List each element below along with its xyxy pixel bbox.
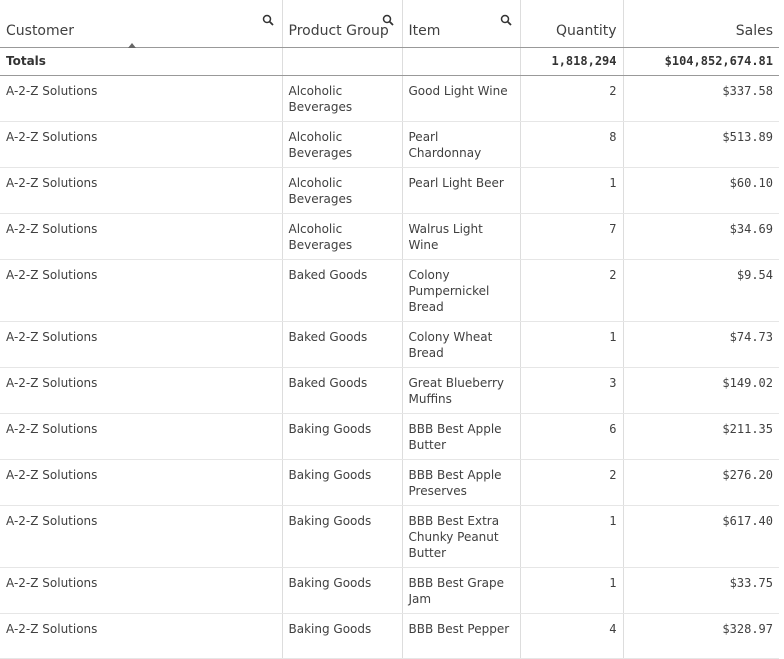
cell-item[interactable]: Pearl Light Beer <box>402 167 521 214</box>
cell-customer[interactable]: A-2-Z Solutions <box>0 213 283 260</box>
sort-ascending-icon <box>128 42 136 48</box>
cell-customer[interactable]: A-2-Z Solutions <box>0 459 283 506</box>
table-row[interactable]: A-2-Z Solutions Alcoholic Beverages Good L… <box>0 75 779 122</box>
cell-sales[interactable]: $60.10 <box>623 167 779 214</box>
table-row[interactable]: A-2-Z Solutions Baking Goods BBB Best Appl… <box>0 413 779 460</box>
totals-label: Totals <box>0 47 283 76</box>
cell-item[interactable]: BBB Best Pepper <box>402 613 521 659</box>
header-sales[interactable]: Sales <box>623 0 779 48</box>
cell-customer[interactable]: A-2-Z Solutions <box>0 121 283 168</box>
header-label: Customer <box>6 22 75 39</box>
cell-quantity[interactable]: 4 <box>520 613 624 659</box>
table-row[interactable]: A-2-Z Solutions Baking Goods BBB Best Appl… <box>0 459 779 506</box>
totals-row: Totals 1,818,294 $104,852,674.81 <box>0 47 779 76</box>
cell-quantity[interactable]: 1 <box>520 321 624 368</box>
cell-quantity[interactable]: 3 <box>520 367 624 414</box>
cell-customer[interactable]: A-2-Z Solutions <box>0 613 283 659</box>
header-quantity[interactable]: Quantity <box>520 0 624 48</box>
cell-quantity[interactable]: 6 <box>520 413 624 460</box>
header-row: Customer Product Group Item Quantity Sal… <box>0 0 779 48</box>
cell-product-group[interactable]: Baked Goods <box>282 259 403 322</box>
table-row[interactable]: A-2-Z Solutions Baking Goods BBB Best Pepp… <box>0 613 779 659</box>
cell-item[interactable]: Great Blueberry Muffins <box>402 367 521 414</box>
cell-item[interactable]: Colony Pumpernickel Bread <box>402 259 521 322</box>
totals-empty <box>402 47 521 76</box>
table-row[interactable]: A-2-Z Solutions Alcoholic Beverages Pearl … <box>0 121 779 168</box>
cell-sales[interactable]: $328.97 <box>623 613 779 659</box>
cell-product-group[interactable]: Baking Goods <box>282 567 403 614</box>
cell-product-group[interactable]: Baked Goods <box>282 367 403 414</box>
cell-quantity[interactable]: 2 <box>520 459 624 506</box>
header-label: Item <box>408 22 441 39</box>
cell-sales[interactable]: $149.02 <box>623 367 779 414</box>
header-customer[interactable]: Customer <box>0 0 283 48</box>
search-icon[interactable] <box>382 14 394 26</box>
cell-quantity[interactable]: 7 <box>520 213 624 260</box>
cell-product-group[interactable]: Baked Goods <box>282 321 403 368</box>
cell-sales[interactable]: $9.54 <box>623 259 779 322</box>
cell-quantity[interactable]: 1 <box>520 505 624 568</box>
table-row[interactable]: A-2-Z Solutions Baking Goods BBB Best Extr… <box>0 505 779 568</box>
search-icon[interactable] <box>262 14 274 26</box>
cell-sales[interactable]: $74.73 <box>623 321 779 368</box>
cell-customer[interactable]: A-2-Z Solutions <box>0 75 283 122</box>
header-label: Product Group <box>288 22 389 39</box>
cell-item[interactable]: Colony Wheat Bread <box>402 321 521 368</box>
totals-empty <box>282 47 403 76</box>
cell-item[interactable]: Walrus Light Wine <box>402 213 521 260</box>
cell-quantity[interactable]: 8 <box>520 121 624 168</box>
cell-customer[interactable]: A-2-Z Solutions <box>0 413 283 460</box>
table-row[interactable]: A-2-Z Solutions Alcoholic Beverages Walrus… <box>0 213 779 260</box>
cell-item[interactable]: Good Light Wine <box>402 75 521 122</box>
cell-product-group[interactable]: Alcoholic Beverages <box>282 121 403 168</box>
cell-customer[interactable]: A-2-Z Solutions <box>0 567 283 614</box>
cell-sales[interactable]: $34.69 <box>623 213 779 260</box>
cell-customer[interactable]: A-2-Z Solutions <box>0 505 283 568</box>
cell-sales[interactable]: $617.40 <box>623 505 779 568</box>
cell-quantity[interactable]: 1 <box>520 167 624 214</box>
cell-item[interactable]: BBB Best Extra Chunky Peanut Butter <box>402 505 521 568</box>
search-icon[interactable] <box>500 14 512 26</box>
totals-quantity: 1,818,294 <box>520 47 624 76</box>
cell-quantity[interactable]: 1 <box>520 567 624 614</box>
header-item[interactable]: Item <box>402 0 521 48</box>
cell-sales[interactable]: $276.20 <box>623 459 779 506</box>
cell-product-group[interactable]: Baking Goods <box>282 505 403 568</box>
table-row[interactable]: A-2-Z Solutions Baked Goods Great Blueberr… <box>0 367 779 414</box>
cell-sales[interactable]: $337.58 <box>623 75 779 122</box>
cell-item[interactable]: BBB Best Apple Preserves <box>402 459 521 506</box>
cell-customer[interactable]: A-2-Z Solutions <box>0 321 283 368</box>
cell-sales[interactable]: $33.75 <box>623 567 779 614</box>
cell-item[interactable]: BBB Best Apple Butter <box>402 413 521 460</box>
totals-sales: $104,852,674.81 <box>623 47 779 76</box>
table-row[interactable]: A-2-Z Solutions Baked Goods Colony Pumpern… <box>0 259 779 322</box>
cell-quantity[interactable]: 2 <box>520 75 624 122</box>
cell-customer[interactable]: A-2-Z Solutions <box>0 259 283 322</box>
cell-customer[interactable]: A-2-Z Solutions <box>0 167 283 214</box>
cell-sales[interactable]: $513.89 <box>623 121 779 168</box>
cell-product-group[interactable]: Alcoholic Beverages <box>282 75 403 122</box>
cell-product-group[interactable]: Baking Goods <box>282 413 403 460</box>
cell-product-group[interactable]: Baking Goods <box>282 613 403 659</box>
cell-quantity[interactable]: 2 <box>520 259 624 322</box>
cell-sales[interactable]: $211.35 <box>623 413 779 460</box>
cell-item[interactable]: BBB Best Grape Jam <box>402 567 521 614</box>
cell-item[interactable]: Pearl Chardonnay <box>402 121 521 168</box>
cell-product-group[interactable]: Alcoholic Beverages <box>282 167 403 214</box>
table-row[interactable]: A-2-Z Solutions Alcoholic Beverages Pearl … <box>0 167 779 214</box>
cell-product-group[interactable]: Baking Goods <box>282 459 403 506</box>
table-row[interactable]: A-2-Z Solutions Baked Goods Colony Wheat B… <box>0 321 779 368</box>
header-product-group[interactable]: Product Group <box>282 0 403 48</box>
table-row[interactable]: A-2-Z Solutions Baking Goods BBB Best Grap… <box>0 567 779 614</box>
cell-customer[interactable]: A-2-Z Solutions <box>0 367 283 414</box>
cell-product-group[interactable]: Alcoholic Beverages <box>282 213 403 260</box>
